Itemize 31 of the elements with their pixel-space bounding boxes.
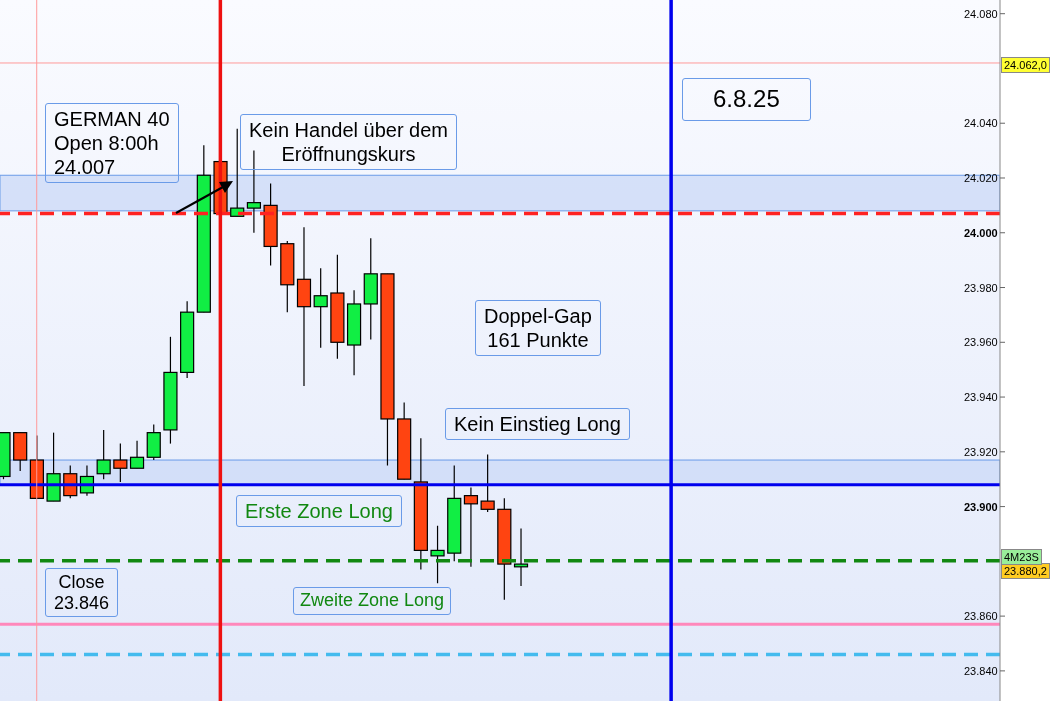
annotation: Doppel-Gap 161 Punkte — [475, 300, 601, 356]
y-tick-label: 23.860 — [964, 610, 998, 623]
candlestick — [313, 267, 328, 349]
ref-line-label: 23.880,2 — [1001, 563, 1050, 580]
candlestick — [463, 486, 479, 568]
candlestick — [113, 443, 128, 483]
ref-line-label: 24.062,0 — [1001, 57, 1050, 74]
y-tick-label: 24.040 — [964, 117, 998, 130]
candlestick — [129, 440, 145, 469]
y-tick-label: 24.080 — [964, 7, 998, 20]
band-label: Kein Einstieg Long — [445, 408, 630, 440]
ref-line-label: GERMAN 40 Open 8:00h 24.007 — [45, 103, 179, 183]
candlestick — [480, 453, 495, 513]
annotation: 6.8.25 — [682, 78, 811, 121]
ref-line-label: Erste Zone Long — [236, 495, 402, 527]
candlestick — [430, 525, 445, 584]
ref-line-label: Close 23.846 — [45, 568, 119, 618]
y-tick-label: 24.020 — [964, 171, 998, 184]
y-tick-label: 23.940 — [964, 391, 998, 404]
candlestick — [246, 150, 262, 234]
text: 4M23S — [1001, 549, 1042, 566]
y-tick-label: 23.920 — [964, 445, 998, 458]
ref-line-label: Zweite Zone Long — [293, 587, 452, 615]
y-tick-label: 23.980 — [964, 281, 998, 294]
candlestick — [513, 527, 529, 587]
y-tick-label: 23.960 — [964, 336, 998, 349]
y-tick-label: 24.000 — [964, 226, 998, 239]
candlestick — [96, 429, 111, 480]
band-label: Kein Handel über dem Eröffnungskurs — [240, 114, 458, 170]
y-tick-label: 23.900 — [964, 500, 998, 513]
y-tick-label: 23.840 — [964, 664, 998, 677]
